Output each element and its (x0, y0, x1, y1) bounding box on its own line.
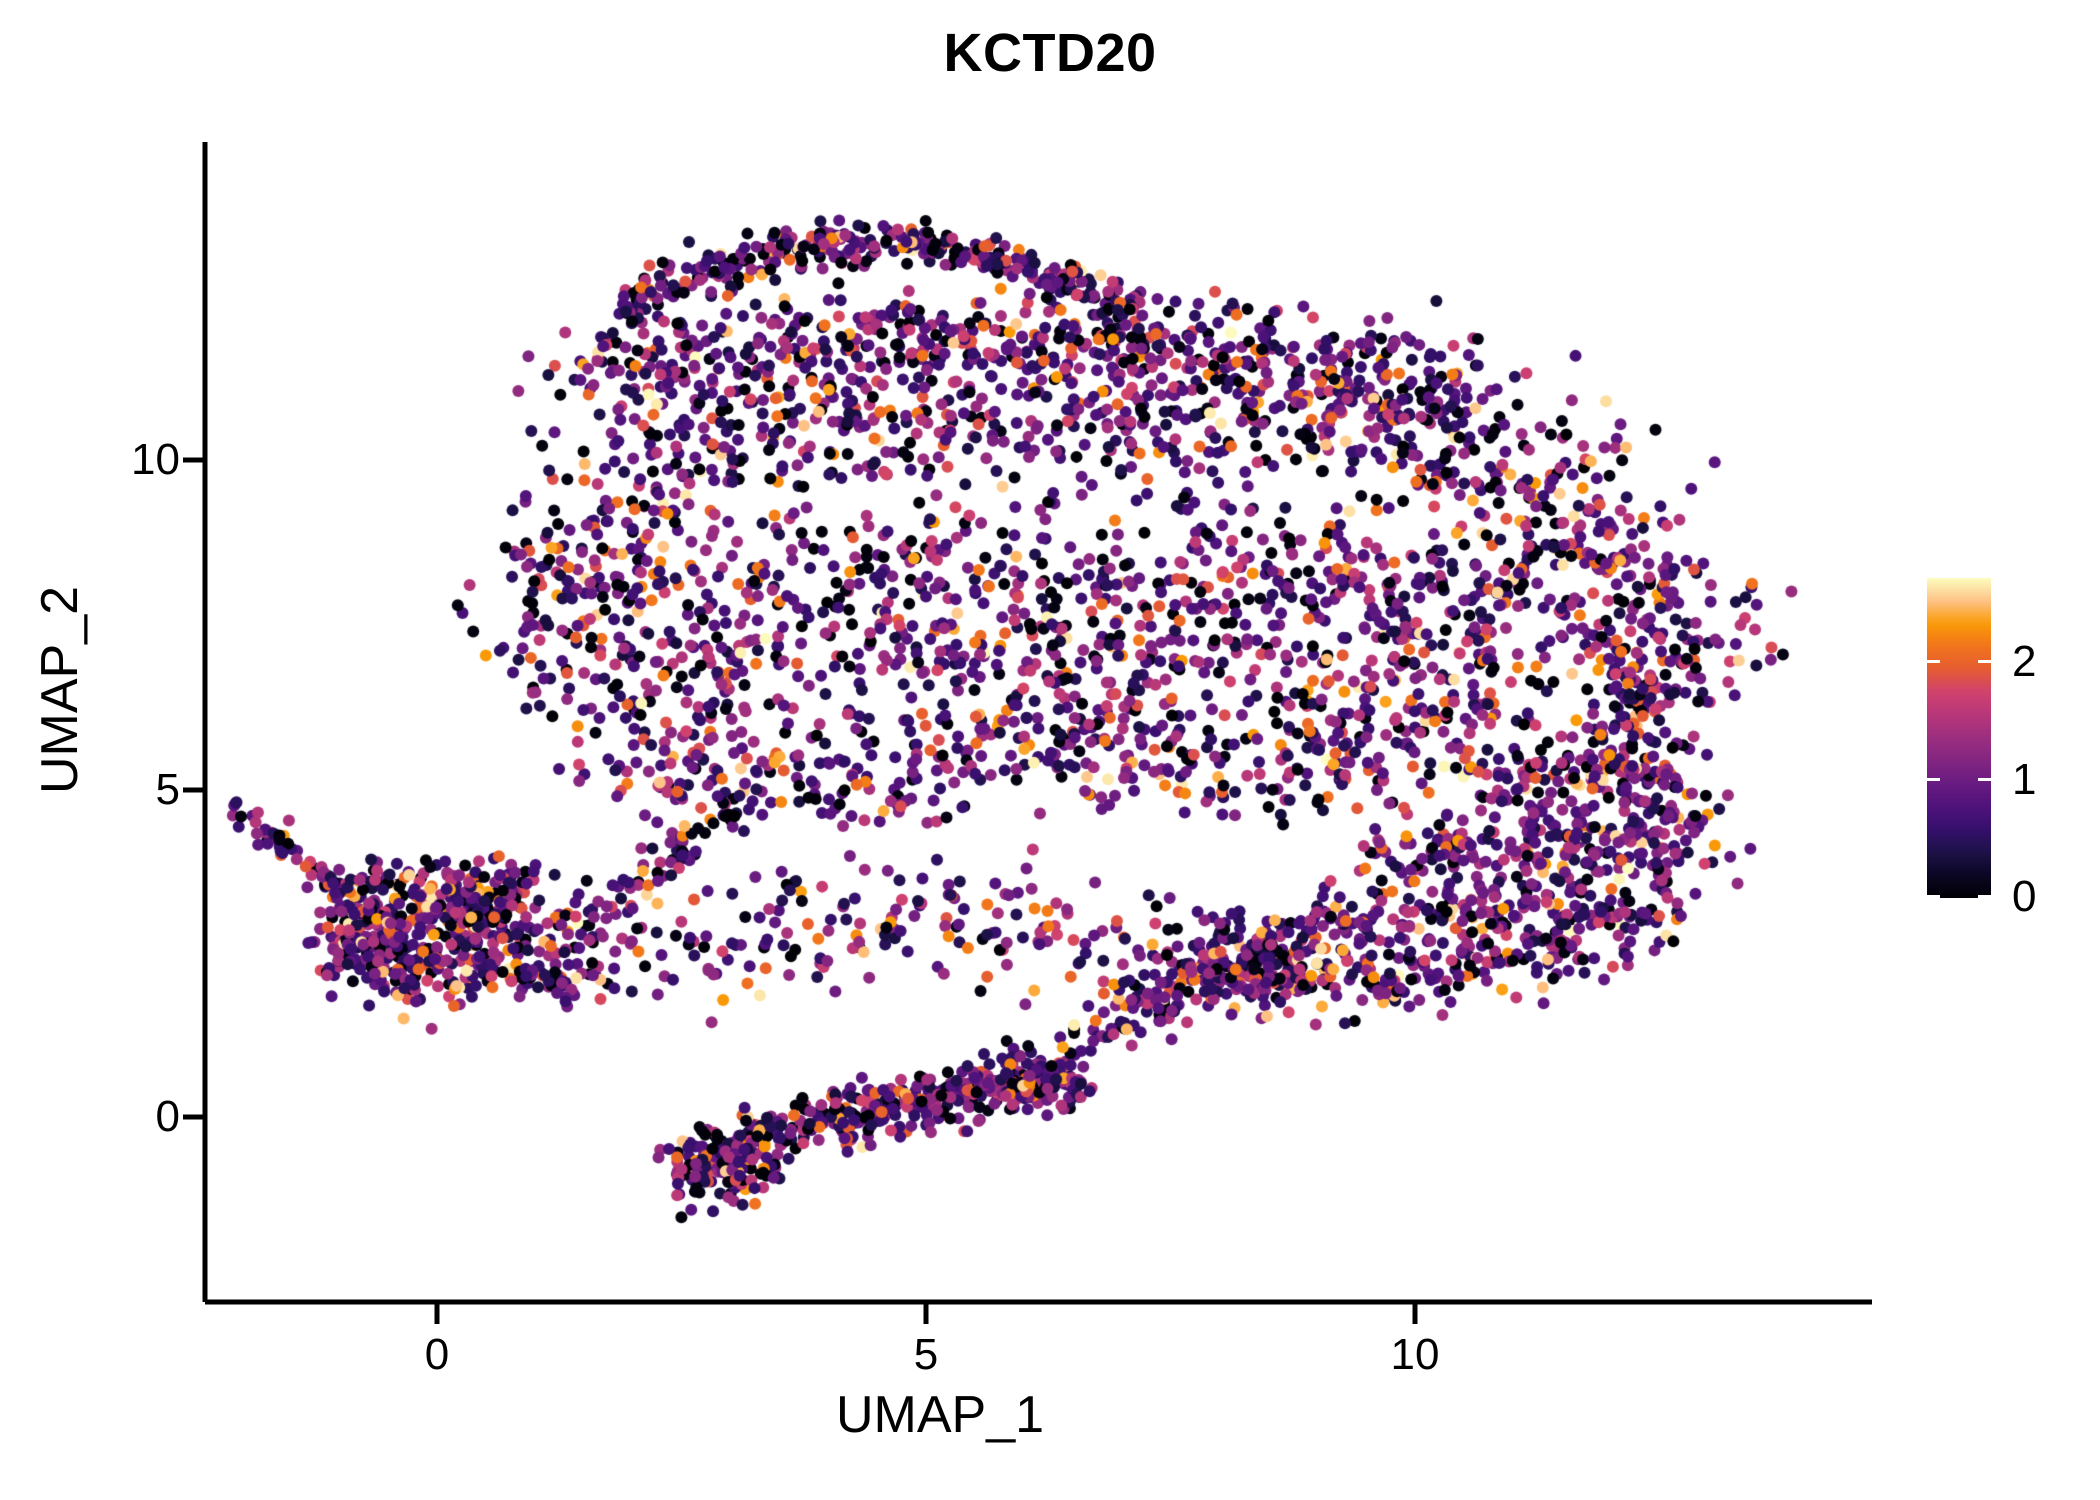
x-axis-title: UMAP_1 (835, 1386, 1045, 1444)
colorbar-label-0: 0 (2012, 872, 2037, 921)
colorbar-label-1: 1 (2012, 755, 2037, 804)
tick-marks (183, 457, 1418, 1324)
x-tick-label-5: 5 (913, 1330, 939, 1379)
x-tick-label-0: 0 (424, 1330, 450, 1379)
colorbar-label-2: 2 (2012, 637, 2037, 686)
colorbar-tick-0b (1978, 895, 1991, 898)
y-tick-label-0: 0 (155, 1092, 180, 1141)
colorbar-tick-2b (1978, 660, 1991, 663)
y-tick-label-10: 10 (131, 435, 180, 484)
colorbar-tick-0 (1927, 895, 1940, 898)
colorbar-tick-1 (1927, 778, 1940, 781)
y-tick-label-5: 5 (155, 765, 180, 814)
colorbar-gradient (1927, 578, 1991, 898)
colorbar-tick-1b (1978, 778, 1991, 781)
y-axis-title: UMAP_2 (31, 585, 89, 795)
x-tick-label-10: 10 (1390, 1330, 1440, 1379)
colorbar-tick-2 (1927, 660, 1940, 663)
